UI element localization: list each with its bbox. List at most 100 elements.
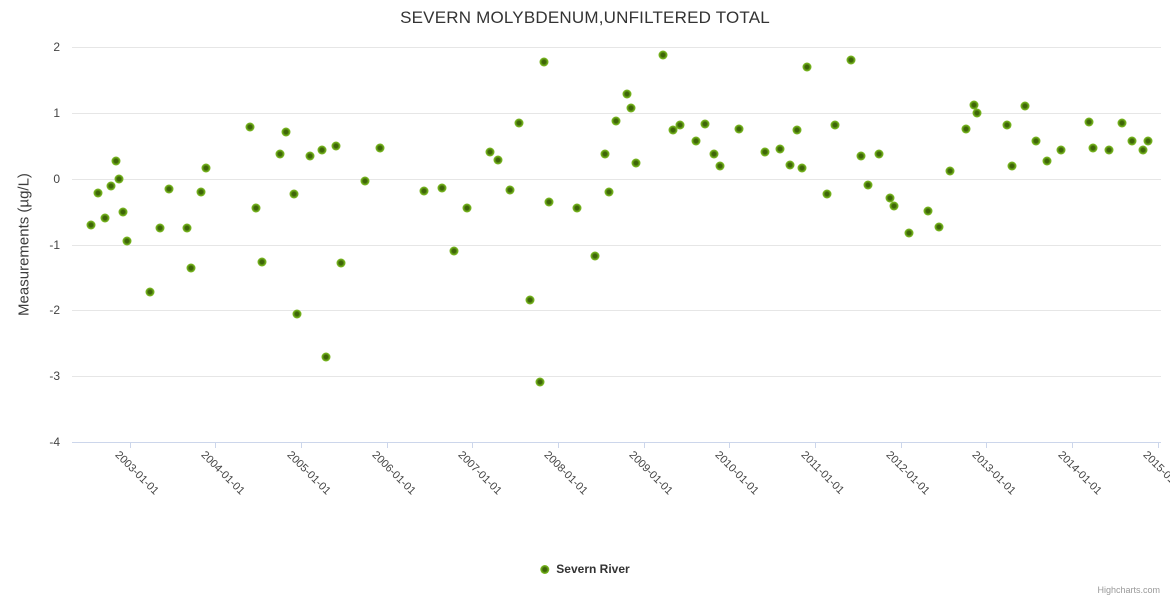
- data-point[interactable]: [321, 352, 331, 362]
- data-point[interactable]: [691, 136, 701, 146]
- legend-item-severn-river[interactable]: Severn River: [540, 562, 630, 576]
- data-point[interactable]: [590, 251, 600, 261]
- data-point[interactable]: [802, 62, 812, 72]
- data-point[interactable]: [604, 187, 614, 197]
- data-point[interactable]: [1117, 118, 1127, 128]
- data-point[interactable]: [86, 220, 96, 230]
- data-point[interactable]: [675, 120, 685, 130]
- x-axis-tick-label: 2014-01-01: [1055, 449, 1104, 498]
- data-point[interactable]: [1084, 117, 1094, 127]
- data-point[interactable]: [760, 147, 770, 157]
- data-point[interactable]: [611, 116, 621, 126]
- data-point[interactable]: [658, 50, 668, 60]
- data-point[interactable]: [945, 166, 955, 176]
- data-point[interactable]: [631, 158, 641, 168]
- data-point[interactable]: [505, 185, 515, 195]
- data-point[interactable]: [972, 108, 982, 118]
- data-point[interactable]: [775, 144, 785, 154]
- data-point[interactable]: [626, 103, 636, 113]
- data-point[interactable]: [336, 258, 346, 268]
- data-point[interactable]: [535, 377, 545, 387]
- data-point[interactable]: [961, 124, 971, 134]
- data-point[interactable]: [122, 236, 132, 246]
- data-point[interactable]: [1031, 136, 1041, 146]
- data-point[interactable]: [934, 222, 944, 232]
- data-point[interactable]: [419, 186, 429, 196]
- data-point[interactable]: [1042, 156, 1052, 166]
- data-point[interactable]: [375, 143, 385, 153]
- highcharts-credit-link[interactable]: Highcharts.com: [1097, 585, 1160, 595]
- data-point[interactable]: [874, 149, 884, 159]
- data-point[interactable]: [118, 207, 128, 217]
- data-point[interactable]: [1138, 145, 1148, 155]
- data-point[interactable]: [622, 89, 632, 99]
- data-point[interactable]: [1104, 145, 1114, 155]
- data-point[interactable]: [196, 187, 205, 197]
- data-point[interactable]: [904, 228, 914, 238]
- chart-title: SEVERN MOLYBDENUM,UNFILTERED TOTAL: [400, 8, 770, 27]
- data-point[interactable]: [856, 151, 866, 161]
- data-point[interactable]: [539, 57, 549, 67]
- data-point[interactable]: [709, 149, 719, 159]
- data-point[interactable]: [245, 122, 255, 132]
- data-point[interactable]: [600, 149, 610, 159]
- data-point[interactable]: [360, 176, 370, 186]
- data-point[interactable]: [485, 147, 495, 157]
- data-point[interactable]: [462, 203, 472, 213]
- data-point[interactable]: [331, 141, 341, 151]
- y-axis-tick-label: -4: [49, 435, 60, 449]
- data-point[interactable]: [155, 223, 165, 233]
- data-point[interactable]: [292, 309, 302, 319]
- data-point[interactable]: [572, 203, 582, 213]
- data-point[interactable]: [846, 55, 856, 65]
- data-point[interactable]: [305, 151, 315, 161]
- data-point[interactable]: [114, 174, 124, 184]
- data-point[interactable]: [785, 160, 795, 170]
- data-point[interactable]: [797, 163, 807, 173]
- data-point[interactable]: [822, 189, 832, 199]
- data-point[interactable]: [182, 223, 192, 233]
- data-point[interactable]: [792, 125, 802, 135]
- data-point[interactable]: [715, 161, 725, 171]
- data-point[interactable]: [1007, 161, 1017, 170]
- legend-marker-icon: [540, 564, 550, 574]
- data-point[interactable]: [100, 213, 110, 223]
- data-point[interactable]: [111, 156, 121, 166]
- data-point[interactable]: [969, 100, 979, 110]
- data-point[interactable]: [544, 197, 554, 207]
- data-point[interactable]: [93, 188, 103, 198]
- data-point[interactable]: [164, 184, 174, 194]
- data-point[interactable]: [186, 263, 196, 273]
- data-point[interactable]: [275, 149, 285, 159]
- data-point[interactable]: [734, 124, 744, 134]
- data-point[interactable]: [668, 125, 678, 135]
- data-point[interactable]: [1020, 101, 1030, 111]
- data-point[interactable]: [317, 145, 327, 155]
- data-point[interactable]: [201, 163, 211, 173]
- data-point[interactable]: [251, 203, 261, 213]
- data-point[interactable]: [449, 246, 459, 256]
- data-point[interactable]: [106, 181, 116, 191]
- data-point[interactable]: [145, 287, 155, 297]
- data-point[interactable]: [700, 119, 710, 129]
- data-point[interactable]: [437, 183, 447, 193]
- data-point[interactable]: [1002, 120, 1012, 130]
- data-point[interactable]: [923, 206, 933, 216]
- data-point[interactable]: [514, 118, 524, 128]
- data-point[interactable]: [1088, 143, 1098, 153]
- data-point[interactable]: [885, 193, 895, 203]
- data-point[interactable]: [289, 189, 299, 199]
- data-point[interactable]: [281, 127, 291, 137]
- data-point[interactable]: [889, 201, 899, 211]
- y-gridline: [72, 376, 1161, 378]
- data-point[interactable]: [1056, 145, 1066, 155]
- x-axis-tick-label: 2013-01-01: [969, 449, 1018, 498]
- data-point[interactable]: [1127, 136, 1137, 146]
- data-point[interactable]: [257, 257, 267, 267]
- data-point[interactable]: [830, 120, 840, 130]
- data-point[interactable]: [525, 295, 535, 305]
- data-point[interactable]: [493, 155, 503, 165]
- x-axis-tick-label: 2006-01-01: [369, 449, 419, 498]
- data-point[interactable]: [1143, 136, 1153, 146]
- data-point[interactable]: [863, 180, 873, 190]
